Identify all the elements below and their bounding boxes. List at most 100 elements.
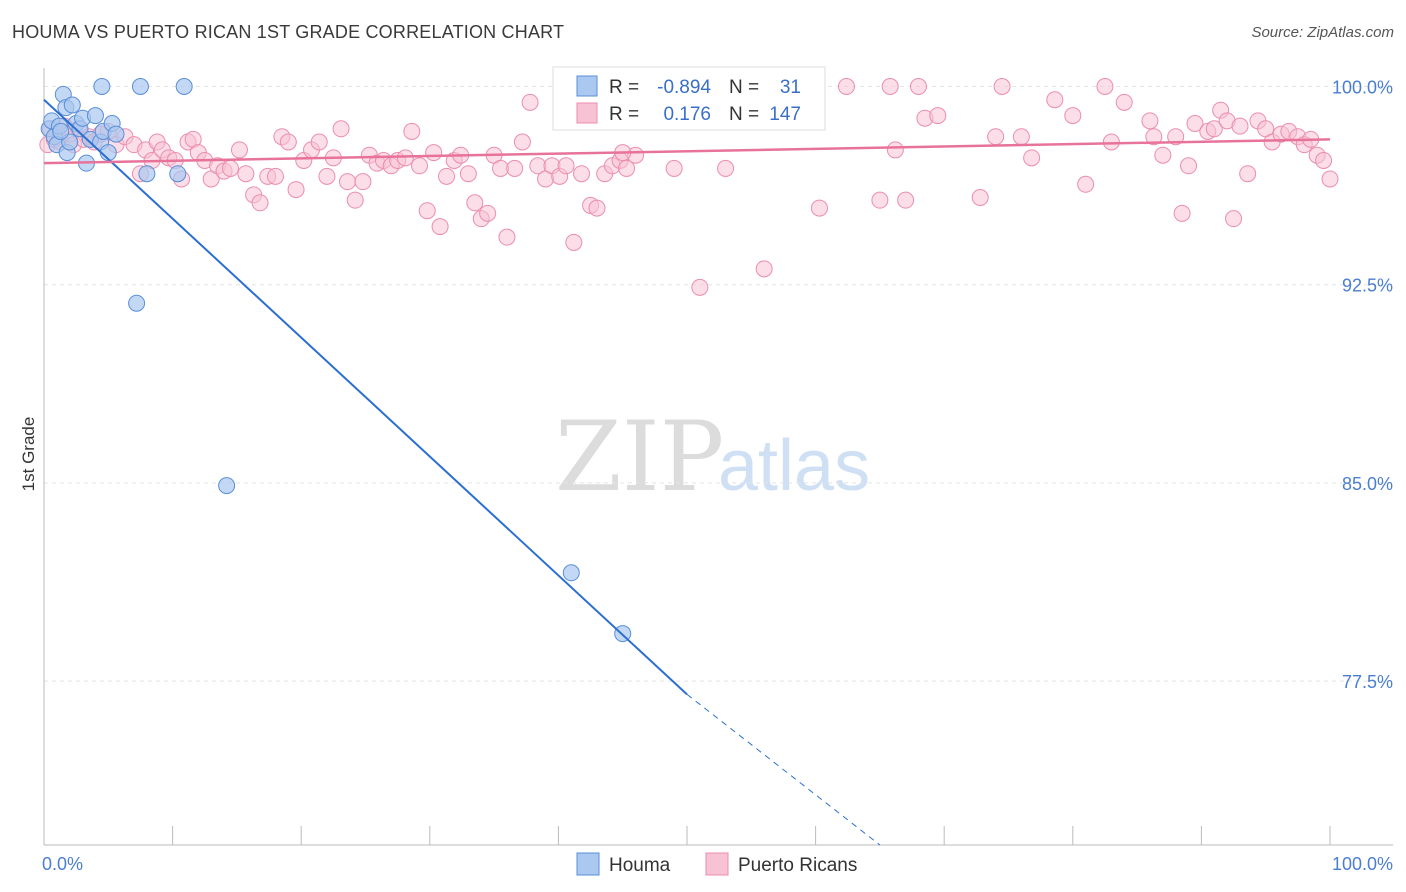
- puerto-point-36: [251, 194, 269, 212]
- puerto-point-38: [266, 167, 284, 185]
- x-tick-label-right: 100.0%: [1332, 854, 1393, 874]
- houma-point-26: [128, 294, 146, 312]
- puerto-point-117: [1077, 175, 1095, 193]
- bottom-legend-puerto-swatch: [705, 852, 729, 876]
- chart-title: HOUMA VS PUERTO RICAN 1ST GRADE CORRELAT…: [12, 22, 565, 42]
- legend-box: [552, 66, 826, 131]
- puerto-point-129: [1205, 120, 1223, 138]
- puerto-point-81: [573, 165, 591, 183]
- puerto-point-105: [886, 141, 904, 159]
- puerto-point-109: [929, 107, 947, 125]
- puerto-point-65: [459, 165, 477, 183]
- puerto-point-47: [332, 120, 350, 138]
- correlation-legend: R = -0.894 N = 31 R = 0.176 N = 147: [552, 66, 826, 131]
- source-label: Source: ZipAtlas.com: [1251, 24, 1394, 41]
- puerto-point-133: [1231, 117, 1249, 135]
- puerto-point-94: [691, 278, 709, 296]
- legend-puerto-n-value: 147: [769, 104, 801, 125]
- puerto-point-97: [755, 260, 773, 278]
- watermark-zip: ZIP: [555, 401, 724, 513]
- legend-puerto-r-label: R =: [609, 104, 639, 125]
- puerto-point-62: [438, 167, 456, 185]
- houma-point-28: [562, 564, 580, 582]
- houma-point-27: [218, 477, 236, 495]
- series-legend: Houma Puerto Ricans: [576, 852, 857, 876]
- axes: [43, 68, 1393, 846]
- puerto-point-72: [506, 159, 524, 177]
- bottom-legend-houma-label: Houma: [609, 855, 671, 876]
- houma-points: [40, 78, 632, 643]
- puerto-point-79: [557, 157, 575, 175]
- puerto-point-60: [425, 144, 443, 162]
- puerto-point-93: [665, 159, 683, 177]
- legend-houma-r-label: R =: [609, 77, 639, 98]
- legend-houma-r-value: -0.894: [657, 77, 711, 98]
- y-tick-label-0: 100.0%: [1332, 78, 1393, 98]
- puerto-point-61: [431, 218, 449, 236]
- y-tick-label-1: 92.5%: [1342, 276, 1393, 296]
- puerto-point-45: [318, 167, 336, 185]
- puerto-point-87: [618, 159, 636, 177]
- bottom-legend-houma-swatch: [576, 852, 600, 876]
- bottom-legend-puerto-label: Puerto Ricans: [738, 855, 857, 876]
- puerto-point-104: [881, 78, 899, 95]
- puerto-point-125: [1173, 204, 1191, 222]
- houma-trend-line: [43, 98, 688, 696]
- puerto-point-145: [1321, 170, 1339, 188]
- houma-point-22: [131, 78, 149, 95]
- puerto-point-144: [1315, 152, 1333, 169]
- puerto-point-101: [810, 199, 828, 217]
- houma-point-9: [63, 96, 81, 114]
- puerto-point-58: [411, 157, 429, 175]
- puerto-point-59: [418, 202, 436, 220]
- legend-houma-n-value: 31: [780, 77, 801, 98]
- puerto-point-115: [1046, 91, 1064, 109]
- legend-puerto-n-label: N =: [729, 104, 759, 125]
- y-tick-labels: 100.0% 92.5% 85.0% 77.5%: [1332, 78, 1393, 693]
- puerto-point-66: [466, 194, 484, 212]
- puerto-point-83: [588, 199, 606, 217]
- puerto-point-107: [909, 78, 927, 95]
- puerto-point-33: [230, 141, 248, 159]
- puerto-point-122: [1145, 128, 1163, 146]
- puerto-point-134: [1239, 165, 1257, 183]
- puerto-point-132: [1225, 210, 1243, 228]
- houma-point-30: [52, 122, 70, 140]
- puerto-point-71: [498, 228, 516, 246]
- puerto-point-96: [717, 159, 735, 177]
- legend-houma-swatch: [576, 75, 598, 97]
- puerto-point-113: [1012, 128, 1030, 146]
- watermark-atlas: atlas: [718, 426, 870, 506]
- puerto-point-40: [279, 133, 297, 151]
- puerto-point-50: [354, 173, 372, 191]
- houma-point-25: [169, 165, 187, 183]
- puerto-point-48: [338, 173, 356, 191]
- puerto-point-111: [987, 128, 1005, 146]
- puerto-point-123: [1154, 146, 1172, 164]
- puerto-point-44: [310, 133, 328, 151]
- puerto-point-126: [1180, 157, 1198, 175]
- houma-point-23: [175, 78, 193, 95]
- y-axis-title: 1st Grade: [19, 417, 38, 492]
- puerto-trend-line: [43, 138, 1331, 165]
- puerto-point-102: [837, 78, 855, 95]
- puerto-point-116: [1064, 107, 1082, 125]
- puerto-point-34: [237, 165, 255, 183]
- puerto-point-114: [1023, 149, 1041, 167]
- houma-point-21: [93, 78, 111, 95]
- puerto-point-56: [396, 149, 414, 167]
- puerto-point-57: [403, 122, 421, 140]
- legend-puerto-r-value: 0.176: [663, 104, 711, 125]
- legend-puerto-swatch: [576, 102, 598, 124]
- puerto-point-49: [346, 191, 364, 209]
- puerto-point-32: [221, 159, 239, 177]
- houma-point-24: [138, 165, 156, 183]
- puerto-point-124: [1167, 128, 1185, 146]
- puerto-point-68: [479, 204, 497, 222]
- puerto-point-103: [871, 191, 889, 209]
- puerto-point-73: [513, 133, 531, 151]
- houma-point-20: [107, 125, 125, 143]
- puerto-point-119: [1102, 133, 1120, 151]
- houma-point-15: [86, 107, 104, 125]
